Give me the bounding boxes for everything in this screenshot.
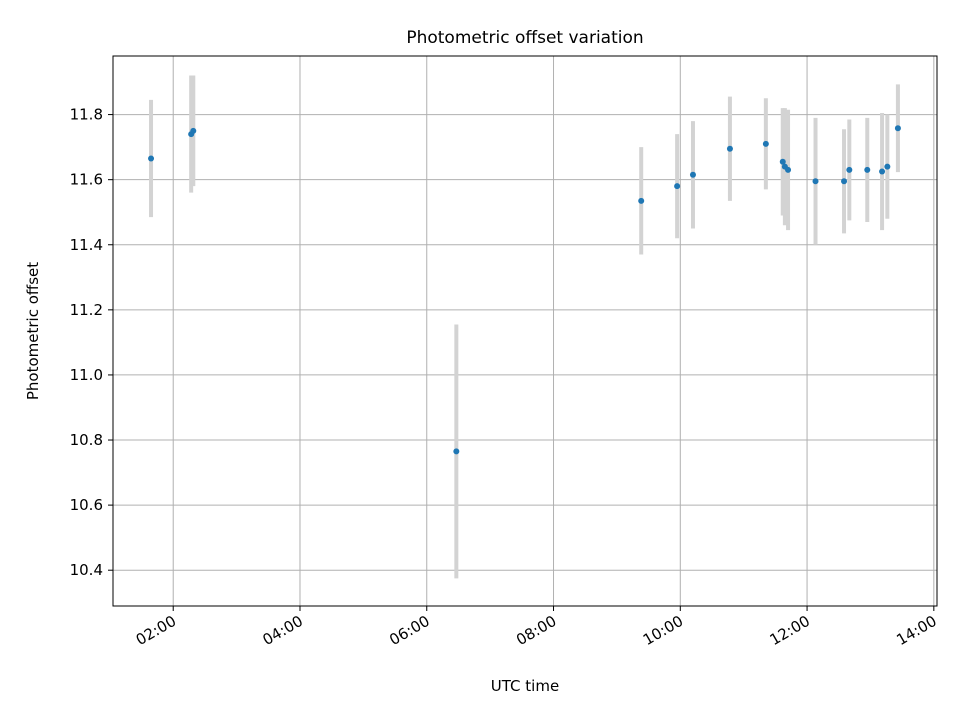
y-tick-label: 10.4: [70, 561, 103, 579]
x-axis-label: UTC time: [491, 677, 559, 695]
data-point: [148, 155, 155, 162]
y-tick-label: 11.8: [70, 106, 103, 124]
data-point: [879, 168, 886, 175]
y-axis-ticks: 10.4 10.6 10.8 11.0 11.2 11.4 11.6 11.8: [70, 106, 113, 579]
y-axis-label: Photometric offset: [24, 262, 42, 400]
data-point: [884, 163, 891, 170]
y-tick-label: 11.2: [70, 301, 103, 319]
x-tick-label: 14:00: [893, 612, 939, 649]
x-tick-label: 06:00: [386, 612, 432, 649]
chart-title: Photometric offset variation: [406, 28, 643, 48]
data-point: [894, 125, 901, 132]
x-tick-label: 10:00: [640, 612, 686, 649]
error-bars: [149, 75, 900, 579]
y-tick-label: 11.4: [70, 236, 103, 254]
data-point: [674, 183, 681, 190]
data-point: [779, 158, 786, 165]
data-point: [841, 178, 848, 185]
x-tick-label: 02:00: [133, 612, 179, 649]
data-point: [762, 140, 769, 147]
y-tick-label: 11.0: [70, 366, 103, 384]
x-tick-label: 08:00: [513, 612, 559, 649]
data-point: [689, 171, 696, 178]
grid: [113, 56, 937, 606]
x-tick-label: 12:00: [767, 612, 813, 649]
y-tick-label: 10.6: [70, 496, 103, 514]
x-axis-ticks: 02:00 04:00 06:00 08:00 10:00 12:00 14:00: [133, 606, 940, 649]
data-point: [638, 197, 645, 204]
data-point: [726, 145, 733, 152]
data-point: [846, 166, 853, 173]
data-point: [190, 127, 197, 134]
x-tick-label: 04:00: [260, 612, 306, 649]
data-point: [453, 448, 460, 455]
y-tick-label: 11.6: [70, 171, 103, 189]
data-point: [864, 166, 871, 173]
data-point: [812, 178, 819, 185]
y-tick-label: 10.8: [70, 431, 103, 449]
data-points: [148, 125, 901, 455]
data-point: [785, 166, 792, 173]
plot-frame: [112, 55, 938, 607]
